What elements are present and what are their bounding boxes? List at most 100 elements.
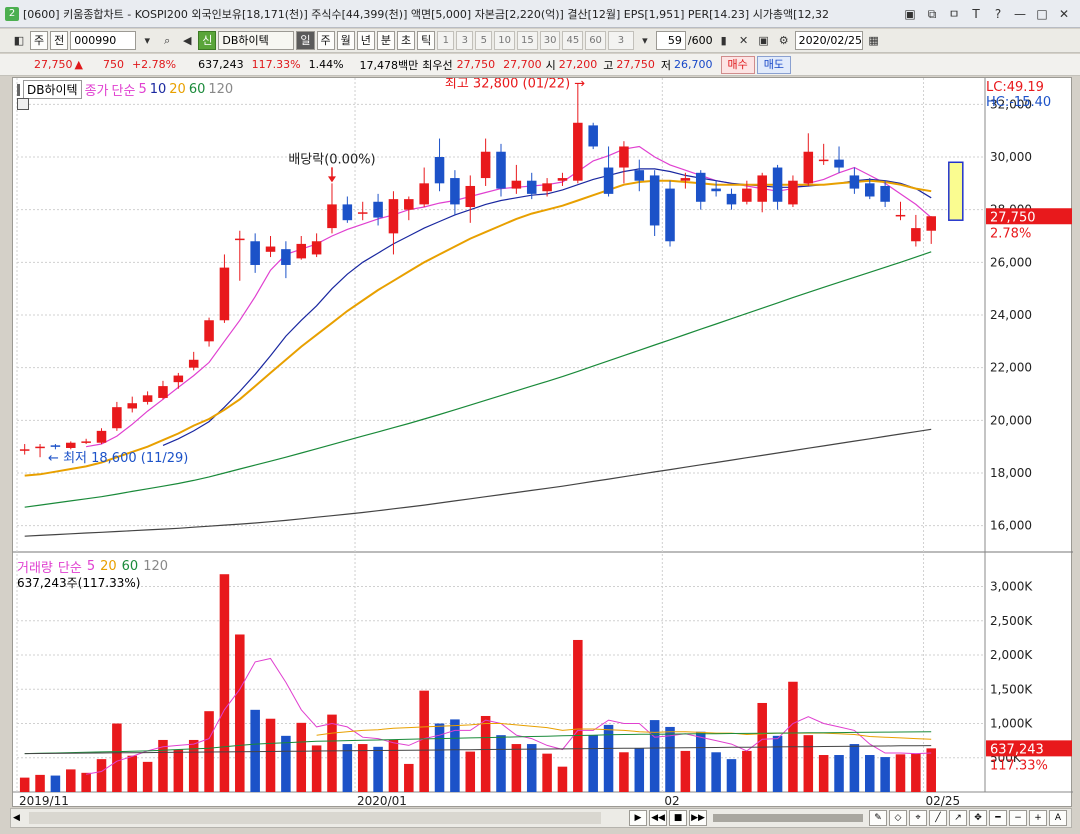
interval-5[interactable]: 5	[475, 31, 493, 50]
fast-forward-button[interactable]: ▶▶	[689, 810, 707, 826]
candle-body	[81, 441, 91, 443]
help-icon[interactable]: ?	[994, 6, 1002, 21]
text-tool-icon[interactable]: ⌖	[909, 810, 927, 826]
volume-bar	[619, 752, 629, 792]
period-minute[interactable]: 분	[376, 31, 395, 50]
open-value: 27,200	[558, 58, 598, 71]
prev-button[interactable]: 전	[50, 31, 69, 50]
maximize-button[interactable]: □	[1036, 6, 1048, 21]
candle-body	[357, 212, 368, 214]
interval-3[interactable]: 3	[456, 31, 474, 50]
candle-body	[788, 180, 798, 205]
interval-custom-input[interactable]: 3	[607, 31, 634, 50]
zoom-slider[interactable]	[713, 814, 863, 822]
rewind-button[interactable]: ◀◀	[649, 810, 667, 826]
chart-area[interactable]: 32,00030,00028,00026,00024,00022,00020,0…	[12, 77, 1073, 808]
quote-bar: 27,750 ▲ 750 +2.78% 637,243 117.33% 1.44…	[0, 54, 1080, 76]
shape-tool-icon[interactable]: ◇	[889, 810, 907, 826]
window-title: [0600] 키움종합차트 - KOSPI200 외국인보유[18,171(천)…	[23, 7, 829, 21]
zoom-in-button[interactable]: +	[1029, 810, 1047, 826]
volume-bar	[864, 755, 875, 792]
candle-body	[388, 199, 399, 234]
layout-icon[interactable]: ⧉	[927, 6, 937, 21]
volume-bar	[250, 709, 260, 792]
gear-icon[interactable]: ⚙	[778, 34, 789, 47]
stock-name-field: DB하이텍	[218, 31, 295, 50]
zoom-bar-button[interactable]: ━	[989, 810, 1007, 826]
minimize-button[interactable]: —	[1014, 6, 1026, 21]
candle-body	[573, 122, 583, 181]
candle-body	[926, 216, 936, 231]
candle-body	[588, 125, 598, 147]
period-year[interactable]: 년	[356, 31, 375, 50]
volume-bar	[526, 744, 537, 792]
period-week[interactable]: 주	[316, 31, 335, 50]
candle-body	[772, 167, 783, 202]
grid-toggle-icon[interactable]	[17, 98, 29, 110]
calendar-icon[interactable]: ▦	[868, 34, 879, 47]
legend-stock-name[interactable]: DB하이텍	[23, 80, 82, 99]
volume-bar	[388, 739, 399, 792]
search-icon[interactable]: ⌕	[164, 34, 171, 47]
pan-tool-icon[interactable]: ✥	[969, 810, 987, 826]
ma-line-5	[85, 145, 932, 448]
volume-ma-line-120	[24, 745, 932, 755]
play-button[interactable]: ▶	[629, 810, 647, 826]
buy-button[interactable]: 매수	[720, 55, 755, 74]
save-icon[interactable]: ▣	[758, 34, 769, 47]
period-month[interactable]: 월	[336, 31, 355, 50]
draw-tool-icon[interactable]: ✎	[869, 810, 887, 826]
period-day[interactable]: 일	[296, 31, 315, 50]
zoom-out-button[interactable]: −	[1009, 810, 1027, 826]
candle-body	[419, 183, 429, 205]
interval-15[interactable]: 15	[516, 31, 538, 50]
scroll-left-icon[interactable]: ◀	[13, 813, 20, 823]
period-tick[interactable]: 틱	[417, 31, 436, 50]
cross-tool-icon[interactable]: ✕	[739, 34, 749, 47]
candle-body	[281, 249, 291, 265]
candle-body	[450, 178, 460, 205]
line-tool-icon[interactable]: ╱	[929, 810, 947, 826]
hc-label: HC:-15.40	[986, 95, 1052, 110]
link-icon[interactable]: ▣	[904, 6, 916, 21]
arrow-tool-icon[interactable]: ↗	[949, 810, 967, 826]
candle-tool-icon[interactable]: ▮	[720, 34, 727, 47]
close-button[interactable]: ✕	[1058, 6, 1070, 21]
stock-code-input[interactable]: 000990	[70, 31, 137, 50]
sell-button[interactable]: 매도	[756, 55, 792, 74]
high-value: 27,750	[616, 58, 655, 71]
stop-button[interactable]: ■	[669, 810, 687, 826]
chart-type-select[interactable]: 주	[30, 31, 49, 50]
interval-45[interactable]: 45	[562, 31, 584, 50]
frame-icon[interactable]: ㅁ	[948, 6, 960, 21]
count-input[interactable]: 59	[655, 31, 686, 50]
font-icon[interactable]: T	[972, 6, 980, 21]
interval-60[interactable]: 60	[585, 31, 606, 50]
volume-bar	[357, 744, 368, 792]
scroll-track[interactable]	[29, 812, 601, 824]
date-input[interactable]: 2020/02/25	[794, 31, 863, 50]
speaker-icon[interactable]: ◀	[183, 34, 192, 47]
auto-scale-button[interactable]: A	[1049, 810, 1067, 826]
volume-bar	[742, 750, 752, 792]
scroll-bar[interactable]: ◀ ▶ ◀◀ ■ ▶▶ ✎ ◇ ⌖ ╱ ↗ ✥ ━ − + A	[10, 808, 1072, 828]
legend-ma10: 10	[149, 82, 167, 97]
volume-bar	[634, 748, 645, 792]
stock-chart[interactable]: 32,00030,00028,00026,00024,00022,00020,0…	[13, 78, 1073, 808]
candle-body	[50, 445, 61, 447]
period-second[interactable]: 초	[397, 31, 416, 50]
interval-30[interactable]: 30	[539, 31, 561, 50]
volume-bar	[188, 739, 199, 792]
candle-body	[219, 267, 230, 321]
interval-1[interactable]: 1	[437, 31, 455, 50]
dropdown-icon[interactable]: ▾	[144, 34, 151, 47]
candle-body	[864, 183, 875, 197]
volume-bar	[281, 735, 291, 792]
price-tick-label: 22,000	[990, 361, 1032, 375]
volume-bar	[311, 745, 322, 792]
interval-10[interactable]: 10	[494, 31, 515, 50]
interval-dropdown-icon[interactable]: ▾	[642, 34, 648, 47]
chart-menu-icon[interactable]: ◧	[13, 34, 25, 47]
legend-volume: 거래량	[17, 561, 53, 576]
candle-body	[834, 159, 844, 168]
